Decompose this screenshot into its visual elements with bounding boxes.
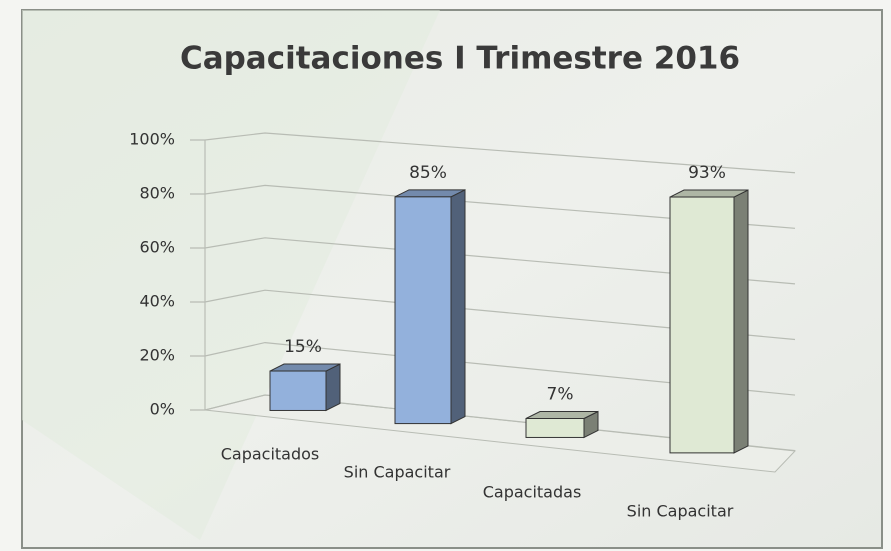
x-tick-label: Capacitadas <box>483 483 582 502</box>
y-tick-label: 100% <box>129 130 175 149</box>
bar-side <box>733 189 749 454</box>
y-tick-label: 20% <box>139 346 175 365</box>
bar <box>394 196 452 425</box>
y-tick-label: 0% <box>150 400 175 419</box>
y-tick-label: 40% <box>139 292 175 311</box>
y-tick-label: 60% <box>139 238 175 257</box>
grid-line <box>190 184 796 229</box>
plot-area: 0% 20% 40% 60% 80% 100% 15% Capacitados 85% Sin C… <box>129 130 797 521</box>
bar <box>269 370 327 411</box>
data-label: 15% <box>284 337 322 357</box>
grid-line <box>190 289 796 341</box>
y-tick-label: 80% <box>139 184 175 203</box>
x-tick-label: Sin Capacitar <box>627 502 734 521</box>
bar-side <box>450 189 466 425</box>
x-tick-label: Capacitados <box>221 445 320 464</box>
grid-line <box>190 132 796 174</box>
grid-line <box>190 237 796 285</box>
bar-top <box>669 189 749 198</box>
bar <box>525 418 585 438</box>
chart-title: Capacitaciones I Trimestre 2016 <box>180 41 740 77</box>
data-label: 93% <box>688 163 726 183</box>
data-label: 85% <box>409 163 447 183</box>
x-tick-label: Sin Capacitar <box>344 463 451 482</box>
bar <box>669 196 735 454</box>
bar-top <box>525 411 599 420</box>
data-label: 7% <box>547 385 574 405</box>
background-shape <box>22 10 440 540</box>
grid-line <box>190 341 796 396</box>
bar-side <box>325 363 341 412</box>
